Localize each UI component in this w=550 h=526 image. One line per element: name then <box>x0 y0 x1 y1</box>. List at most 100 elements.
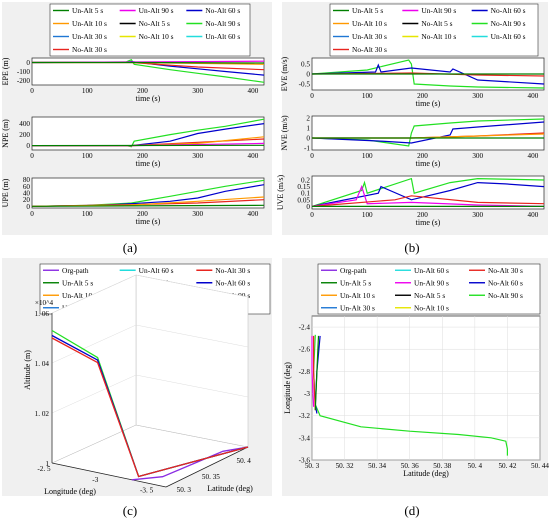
panel-d-x-tick: 50. 34 <box>368 462 386 470</box>
eve-y-tick: -0.5 <box>299 81 311 89</box>
panel-b-legend-label: No-Alt 5 s <box>421 19 452 28</box>
nve-x-tick: 100 <box>362 152 373 160</box>
panel-a-legend-label: Un-Alt 30 s <box>72 32 107 41</box>
panel-d-y-tick: -2.6 <box>299 346 311 354</box>
epe-x-tick: 300 <box>192 87 203 95</box>
panel-d-y-tick: -2.4 <box>299 324 311 332</box>
npe-x-label: time (s) <box>136 159 161 168</box>
eve-y-tick: 0 <box>306 71 310 79</box>
panel-a-legend-label: Un-Alt 90 s <box>139 6 174 15</box>
panel-c-lon-tick: -2. 5 <box>37 465 51 473</box>
npe-x-tick: 400 <box>248 152 259 160</box>
nve-x-label: time (s) <box>416 159 441 168</box>
panel-b-legend-label: Un-Alt 5 s <box>352 6 383 15</box>
panel-c-back-wall <box>136 275 248 447</box>
eve-x-tick: 400 <box>528 92 539 100</box>
eve-x-tick: 300 <box>472 92 483 100</box>
npe-x-tick: 0 <box>30 152 34 160</box>
epe-x-tick: 100 <box>82 87 93 95</box>
panel-b-legend-label: Un-Alt 10 s <box>352 19 387 28</box>
panel-d-y-tick: -3.2 <box>299 412 311 420</box>
panel-d-y-tick: -3 <box>304 390 310 398</box>
npe-y-tick: 200 <box>19 131 30 139</box>
panel-d-x-tick: 50. 44 <box>531 462 549 470</box>
nve-y-tick: 2 <box>306 115 310 123</box>
panel-b-legend-label: Un-Alt 90 s <box>421 6 456 15</box>
epe-x-tick: 400 <box>248 87 259 95</box>
epe-y-label: EPE (m) <box>1 57 10 85</box>
panel-d-legend-label: No-Alt 90 s <box>488 291 523 300</box>
panel-d-legend-label: Un-Alt 90 s <box>414 278 449 287</box>
uve-y-label: UVE (m/s) <box>276 175 285 211</box>
epe-y-tick: -100 <box>17 68 31 76</box>
panel-d-legend-label: No-Alt 10 s <box>414 303 449 312</box>
panel-d-legend-label: Un-Alt 5 s <box>340 278 371 287</box>
caption-a: (a) <box>123 240 137 255</box>
epe-x-label: time (s) <box>136 94 161 103</box>
eve-y-label: EVE (m/s) <box>280 56 289 91</box>
panel-c-z-label: Altitude (m) <box>23 350 32 390</box>
panel-d: Org-path Un-Alt 60 s No-Alt 30 s Un-Alt 5 s… <box>282 258 549 496</box>
uve-x-tick: 0 <box>310 211 314 219</box>
npe-y-tick: 400 <box>19 120 30 128</box>
panel-d-y-tick: -3.4 <box>299 434 311 442</box>
epe-series-line <box>32 63 264 64</box>
panel-d-legend-label: Org-path <box>340 266 367 275</box>
panel-a-legend-label: Un-Alt 10 s <box>72 19 107 28</box>
panel-d-x-tick: 50. 32 <box>336 462 354 470</box>
panel-d-legend-label: No-Alt 30 s <box>488 266 523 275</box>
panel-c-legend-label: No-Alt 30 s <box>215 266 250 275</box>
panel-c-lon-label: Longitude (deg) <box>44 487 96 496</box>
upe-x-tick: 100 <box>82 210 93 218</box>
nve-x-tick: 300 <box>472 152 483 160</box>
uve-x-label: time (s) <box>416 218 441 227</box>
panel-c-lon-tick: -3 <box>92 476 98 484</box>
uve-x-tick: 400 <box>528 211 539 219</box>
panel-a-legend-label: No-Alt 90 s <box>205 19 240 28</box>
panel-c-z-tick: 1. 06 <box>35 310 50 318</box>
panel-d-x-tick: 50. 4 <box>468 462 483 470</box>
panel-b-legend-label: No-Alt 90 s <box>491 19 526 28</box>
uve-x-tick: 100 <box>362 211 373 219</box>
panel-b: Un-Alt 5 s Un-Alt 90 s No-Alt 60 s Un-Alt 1… <box>276 2 548 235</box>
panel-c-lat-tick: 50. 3 <box>177 486 192 494</box>
panel-d-legend-label: No-Alt 60 s <box>488 278 523 287</box>
upe-x-label: time (s) <box>136 217 161 226</box>
panel-b-legend-label: No-Alt 10 s <box>421 32 456 41</box>
nve-y-tick: 1 <box>306 125 310 133</box>
panel-d-legend-label: Un-Alt 30 s <box>340 303 375 312</box>
nve-x-tick: 400 <box>528 152 539 160</box>
panel-c-legend-label: No-Alt 60 s <box>215 278 250 287</box>
panel-c-lat-tick: 50. 4 <box>237 457 252 465</box>
upe-x-tick: 400 <box>248 210 259 218</box>
panel-a-legend-label: No-Alt 10 s <box>139 32 174 41</box>
panel-d-y-label: Longitude (deg) <box>283 362 292 414</box>
panel-c-lat-tick: 50. 35 <box>202 473 220 481</box>
uve-y-tick: 0.2 <box>301 176 310 184</box>
npe-y-label: NPE (m) <box>1 119 10 148</box>
panel-a-legend-label: No-Alt 60 s <box>205 6 240 15</box>
panel-d-y-tick: -3.6 <box>299 457 311 465</box>
caption-c: (c) <box>123 503 137 518</box>
panel-a-legend-label: Un-Alt 5 s <box>72 6 103 15</box>
caption-d: (d) <box>404 503 419 518</box>
panel-a-legend-label: No-Alt 30 s <box>72 45 107 54</box>
panel-d-legend-label: Un-Alt 60 s <box>414 266 449 275</box>
npe-y-tick: 0 <box>26 142 30 150</box>
panel-b-legend-label: No-Alt 60 s <box>491 6 526 15</box>
panel-a-legend-label: Un-Alt 60 s <box>205 32 240 41</box>
panel-b-legend-label: Un-Alt 60 s <box>491 32 526 41</box>
panel-a-legend-label: No-Alt 5 s <box>139 19 170 28</box>
panel-d-x-label: Latitude (deg) <box>403 469 449 478</box>
panel-d-legend-label: Un-Alt 10 s <box>340 291 375 300</box>
epe-x-tick: 0 <box>30 87 34 95</box>
panel-c-lat-label: Latitude (deg) <box>207 484 253 493</box>
panel-c-z-tick: 1. 02 <box>35 410 50 418</box>
npe-x-tick: 100 <box>82 152 93 160</box>
eve-x-label: time (s) <box>416 99 441 108</box>
epe-y-tick: 0 <box>26 59 30 67</box>
upe-x-tick: 0 <box>30 210 34 218</box>
panel-c-lon-tick: -3. 5 <box>140 487 154 495</box>
panel-a: Un-Alt 5 s Un-Alt 90 s No-Alt 60 s Un-Alt 1… <box>1 2 272 235</box>
